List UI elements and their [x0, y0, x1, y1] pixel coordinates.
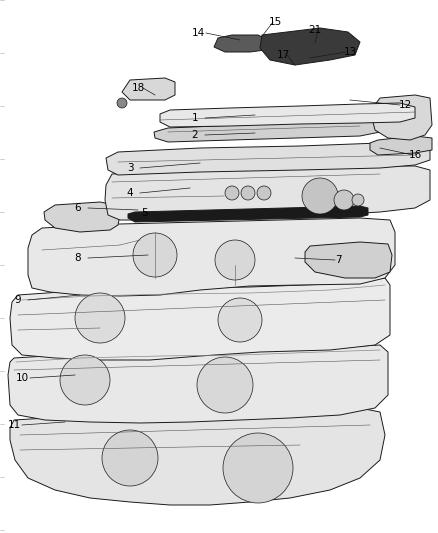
Circle shape	[223, 433, 293, 503]
Polygon shape	[28, 218, 395, 296]
Circle shape	[197, 357, 253, 413]
Text: 15: 15	[268, 17, 282, 27]
Polygon shape	[305, 242, 392, 278]
Polygon shape	[214, 35, 268, 52]
Circle shape	[133, 233, 177, 277]
Text: 2: 2	[192, 130, 198, 140]
Text: 5: 5	[141, 208, 148, 218]
Text: 12: 12	[399, 100, 412, 110]
Text: 16: 16	[408, 150, 422, 160]
Polygon shape	[105, 166, 430, 220]
Text: 1: 1	[192, 113, 198, 123]
Text: 3: 3	[127, 163, 133, 173]
Text: 14: 14	[191, 28, 205, 38]
Polygon shape	[44, 202, 120, 232]
Circle shape	[218, 298, 262, 342]
Circle shape	[60, 355, 110, 405]
Text: 18: 18	[131, 83, 145, 93]
Circle shape	[241, 186, 255, 200]
Polygon shape	[260, 28, 360, 65]
Polygon shape	[160, 103, 415, 127]
Circle shape	[334, 190, 354, 210]
Polygon shape	[154, 120, 380, 142]
Text: 6: 6	[75, 203, 81, 213]
Polygon shape	[122, 78, 175, 100]
Circle shape	[225, 186, 239, 200]
Polygon shape	[370, 136, 432, 155]
Polygon shape	[106, 142, 430, 175]
Text: 7: 7	[335, 255, 341, 265]
Text: 11: 11	[7, 420, 21, 430]
Circle shape	[215, 240, 255, 280]
Text: 17: 17	[276, 50, 290, 60]
Polygon shape	[10, 408, 385, 505]
Text: 8: 8	[75, 253, 81, 263]
Circle shape	[102, 430, 158, 486]
Polygon shape	[10, 278, 390, 360]
Polygon shape	[8, 345, 388, 423]
Polygon shape	[128, 206, 368, 222]
Circle shape	[352, 194, 364, 206]
Circle shape	[75, 293, 125, 343]
Text: 4: 4	[127, 188, 133, 198]
Polygon shape	[372, 95, 432, 140]
Circle shape	[257, 186, 271, 200]
Text: 21: 21	[308, 25, 321, 35]
Text: 13: 13	[343, 47, 357, 57]
Circle shape	[117, 98, 127, 108]
Text: 9: 9	[15, 295, 21, 305]
Text: 10: 10	[15, 373, 28, 383]
Circle shape	[302, 178, 338, 214]
